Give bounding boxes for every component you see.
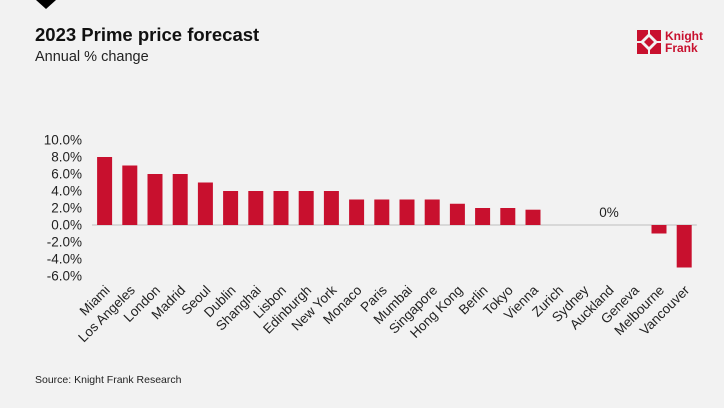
bar-monaco (349, 199, 365, 225)
bar-melbourne (651, 225, 667, 234)
logo-mark-icon (637, 30, 661, 54)
bar-new-york (323, 191, 339, 225)
bar-vancouver (676, 225, 692, 268)
top-marker-icon (36, 0, 56, 9)
bar-paris (374, 199, 390, 225)
bar-edinburgh (298, 191, 314, 225)
zero-annotation: 0% (599, 205, 619, 220)
logo-text-knight: Knight (665, 29, 703, 43)
bar-hong-kong (449, 203, 465, 225)
knight-frank-logo: Knight Frank (637, 30, 717, 58)
bar-los-angeles (122, 165, 138, 225)
bar-dublin (223, 191, 239, 225)
y-tick-label: -6.0% (47, 269, 82, 284)
bar-london (147, 174, 163, 225)
y-tick-label: 10.0% (44, 133, 82, 148)
bar-berlin (475, 208, 491, 225)
y-tick-label: 2.0% (51, 201, 82, 216)
bar-lisbon (273, 191, 289, 225)
bar-miami (97, 157, 113, 225)
chart-subtitle: Annual % change (35, 49, 149, 65)
bar-singapore (424, 199, 440, 225)
source-note: Source: Knight Frank Research (35, 374, 182, 386)
bar-shanghai (248, 191, 264, 225)
chart-title: 2023 Prime price forecast (35, 24, 260, 45)
y-tick-label: -2.0% (47, 235, 82, 250)
bar-vienna (525, 209, 541, 225)
y-tick-label: 4.0% (51, 184, 82, 199)
y-tick-label: 6.0% (51, 167, 82, 182)
y-tick-label: 0.0% (51, 218, 82, 233)
bar-tokyo (500, 208, 516, 225)
y-tick-label: 8.0% (51, 150, 82, 165)
bar-mumbai (399, 199, 415, 225)
y-tick-label: -4.0% (47, 252, 82, 267)
bar-seoul (197, 182, 213, 225)
logo-text-frank: Frank (665, 41, 698, 55)
bar-madrid (172, 174, 188, 225)
